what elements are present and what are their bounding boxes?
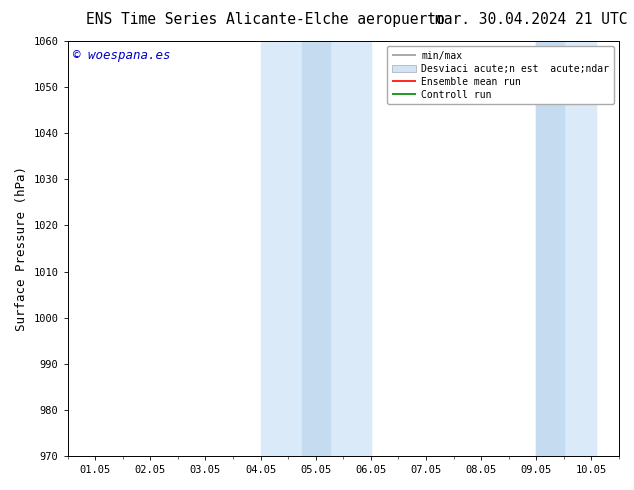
Text: mar. 30.04.2024 21 UTC: mar. 30.04.2024 21 UTC — [435, 12, 628, 27]
Text: ENS Time Series Alicante-Elche aeropuerto: ENS Time Series Alicante-Elche aeropuert… — [86, 12, 444, 27]
Bar — [261, 41, 371, 456]
Text: © woespana.es: © woespana.es — [73, 49, 171, 62]
Bar — [302, 41, 330, 456]
Legend: min/max, Desviaci acute;n est  acute;ndar, Ensemble mean run, Controll run: min/max, Desviaci acute;n est acute;ndar… — [387, 46, 614, 104]
Y-axis label: Surface Pressure (hPa): Surface Pressure (hPa) — [15, 166, 28, 331]
Bar — [536, 41, 564, 456]
Bar — [536, 41, 596, 456]
Title: ENS Time Series Alicante-Elche aeropuerto                                mar. 30: ENS Time Series Alicante-Elche aeropuert… — [0, 489, 1, 490]
